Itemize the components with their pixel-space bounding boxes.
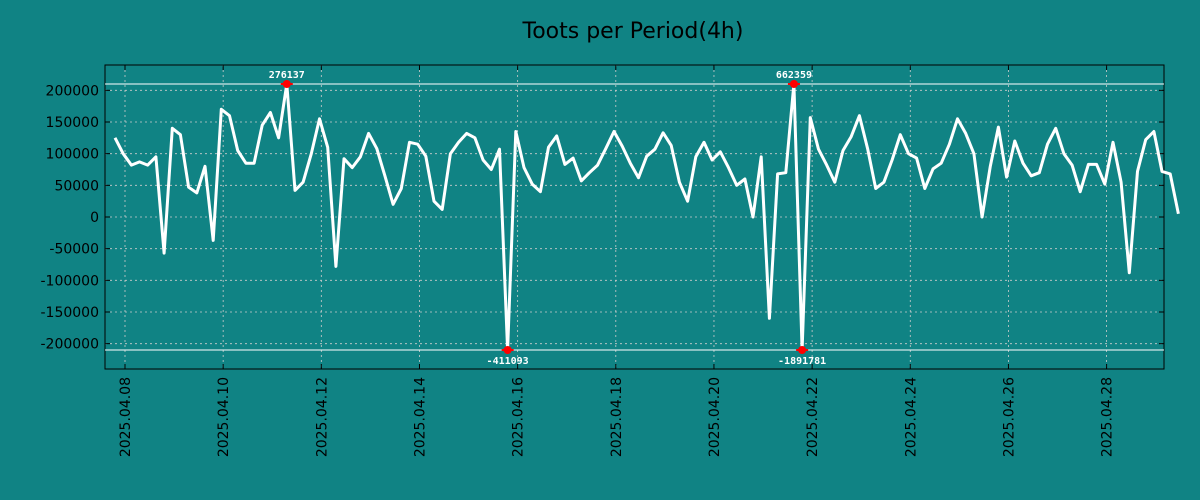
extreme-value-label: 662359 [776,70,812,81]
series-line [113,82,1180,352]
x-axis: 2025.04.08 2025.04.10 2025.04.12 2025.04.14… [118,65,1116,457]
x-tick-label: 2025.04.08 [118,377,134,457]
y-tick-label: 100000 [46,147,99,163]
x-tick-label: 2025.04.22 [805,377,821,457]
y-tick-label: -50000 [49,242,99,258]
extreme-value-label: -411093 [487,356,529,367]
y-tick-label: 200000 [46,83,99,99]
y-tick-label: 150000 [46,115,99,131]
annotation-markers: 276137 -411093 662359 -1891781 [269,70,826,367]
x-tick-label: 2025.04.24 [903,377,919,457]
x-tick-label: 2025.04.20 [707,377,723,457]
y-tick-label: -150000 [41,305,100,321]
y-tick-label: 0 [90,210,99,226]
x-tick-label: 2025.04.10 [216,377,232,457]
x-tick-label: 2025.04.12 [314,377,330,457]
x-tick-label: 2025.04.18 [609,377,625,457]
x-tick-label: 2025.04.14 [412,377,428,457]
y-tick-label: 50000 [54,178,99,194]
x-tick-label: 2025.04.28 [1100,377,1116,457]
x-tick-label: 2025.04.26 [1001,377,1017,457]
extreme-value-label: 276137 [269,70,305,81]
y-tick-label: -100000 [41,273,100,289]
y-tick-label: -200000 [41,337,100,353]
x-tick-label: 2025.04.16 [511,377,527,457]
chart-title: Toots per Period(4h) [522,19,744,44]
extreme-value-label: -1891781 [778,356,826,367]
grid-lines [105,65,1164,369]
y-axis: -200000 -150000 -100000 -50000 0 50000 100000 1… [41,83,1164,353]
